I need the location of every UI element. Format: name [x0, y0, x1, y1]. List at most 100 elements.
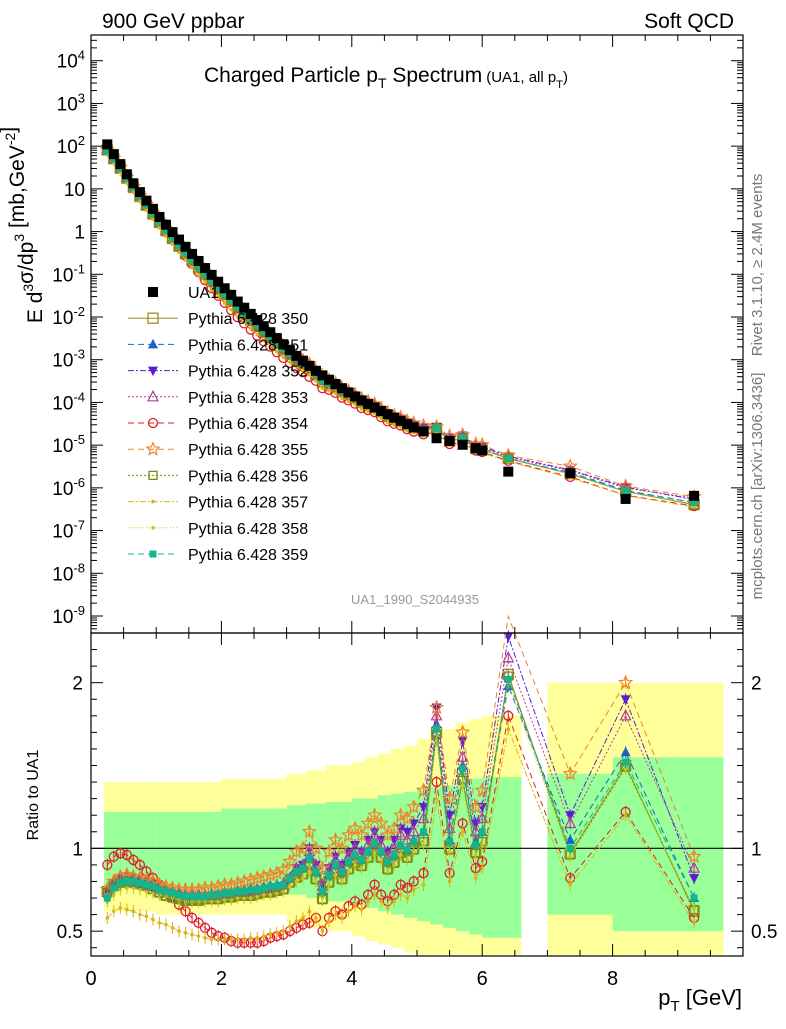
marker-square — [123, 877, 131, 885]
data-point — [356, 395, 367, 406]
x-tick-label: 8 — [607, 968, 618, 990]
mc-series-ratio-359 — [103, 673, 698, 905]
marker-dot — [190, 932, 194, 937]
marker-square — [221, 290, 229, 298]
y-tick-label: 10-3 — [52, 347, 85, 372]
marker-star-open — [243, 871, 259, 887]
marker-triangle-down — [620, 695, 631, 705]
marker-dot — [275, 891, 279, 895]
marker-circle-open — [239, 318, 250, 329]
marker-dot — [473, 876, 478, 880]
marker-dot — [170, 242, 175, 247]
marker-dot — [131, 909, 136, 914]
data-point — [363, 398, 374, 409]
marker-square — [260, 884, 268, 892]
marker-dot — [353, 402, 357, 407]
marker-square — [175, 242, 183, 250]
marker-dot — [248, 326, 253, 331]
marker-square — [234, 303, 242, 311]
marker-square — [240, 309, 248, 317]
marker-square-open — [148, 470, 158, 481]
data-point — [232, 296, 243, 307]
data-point — [193, 255, 204, 266]
y-tick-label: 1 — [72, 839, 83, 860]
data-point — [141, 195, 152, 206]
marker-square — [110, 155, 118, 163]
y-tick-label: 103 — [57, 90, 85, 115]
uncertainty-band-inner — [156, 811, 222, 890]
marker-star-open — [288, 843, 305, 859]
marker-dot — [112, 892, 116, 897]
marker-dot — [190, 265, 194, 270]
x-tick-label: 0 — [85, 968, 96, 990]
marker-dot — [314, 916, 318, 920]
y-tick-label: 10-2 — [52, 304, 85, 329]
marker-square — [397, 841, 405, 849]
marker-dot — [203, 935, 207, 940]
marker-dot — [151, 526, 155, 530]
marker-square — [338, 868, 346, 876]
marker-square — [364, 848, 372, 856]
marker-square — [273, 882, 281, 890]
data-point — [180, 241, 191, 252]
marker-dot — [372, 411, 377, 416]
data-point — [271, 333, 282, 344]
marker-circle-open — [115, 848, 126, 859]
marker-square — [234, 887, 242, 895]
marker-square — [195, 263, 203, 271]
data-point — [431, 433, 442, 444]
data-point — [408, 422, 419, 433]
marker-star-open — [308, 840, 324, 855]
marker-square — [247, 886, 255, 894]
uncertainty-band-inner — [430, 787, 444, 925]
marker-dot — [327, 388, 331, 393]
marker-star-open — [334, 840, 350, 855]
marker-dot — [144, 208, 149, 213]
main-frame — [90, 34, 744, 634]
analysis-watermark: UA1_1990_S2044935 — [351, 592, 479, 607]
marker-circle-open — [232, 312, 243, 323]
marker-star-open — [256, 868, 272, 884]
uncertainty-band-inner — [612, 757, 678, 932]
uncertainty-band-inner — [417, 788, 431, 922]
marker-square — [371, 839, 379, 847]
marker-square — [472, 841, 480, 849]
legend-label: Pythia 6.428 355 — [188, 442, 308, 459]
marker-dot — [177, 929, 181, 933]
marker-dot — [460, 829, 465, 834]
marker-square — [182, 892, 190, 900]
marker-square — [286, 874, 294, 882]
marker-dot — [366, 899, 370, 904]
marker-triangle-down — [402, 827, 413, 838]
header-right: Soft QCD — [644, 10, 734, 33]
marker-circle-open — [102, 859, 113, 871]
marker-square — [188, 892, 196, 900]
marker-circle-open — [121, 849, 133, 861]
marker-dot — [242, 896, 247, 900]
marker-dot — [480, 843, 485, 847]
marker-dot — [209, 899, 214, 904]
series-line — [106, 682, 695, 909]
marker-dot — [164, 234, 168, 238]
marker-star-open — [360, 815, 376, 830]
x-axis-label-text: pT [GeV] — [658, 985, 742, 1015]
legend-label: Pythia 6.428 358 — [188, 521, 308, 538]
marker-star-open — [562, 765, 578, 781]
marker-dot — [392, 423, 396, 427]
marker-dot — [164, 922, 168, 927]
marker-dot — [398, 853, 403, 857]
marker-dot — [242, 937, 247, 942]
marker-triangle-up-open — [688, 861, 701, 873]
marker-dot — [346, 399, 351, 404]
marker-dot — [623, 767, 628, 771]
marker-dot — [327, 919, 331, 924]
marker-dot — [281, 889, 286, 894]
marker-circle-open — [304, 917, 315, 929]
marker-circle-open — [418, 868, 429, 879]
marker-dot — [314, 379, 318, 383]
marker-dot — [379, 416, 383, 420]
marker-dot — [131, 190, 136, 194]
data-point — [213, 276, 224, 287]
marker-square — [142, 881, 150, 889]
